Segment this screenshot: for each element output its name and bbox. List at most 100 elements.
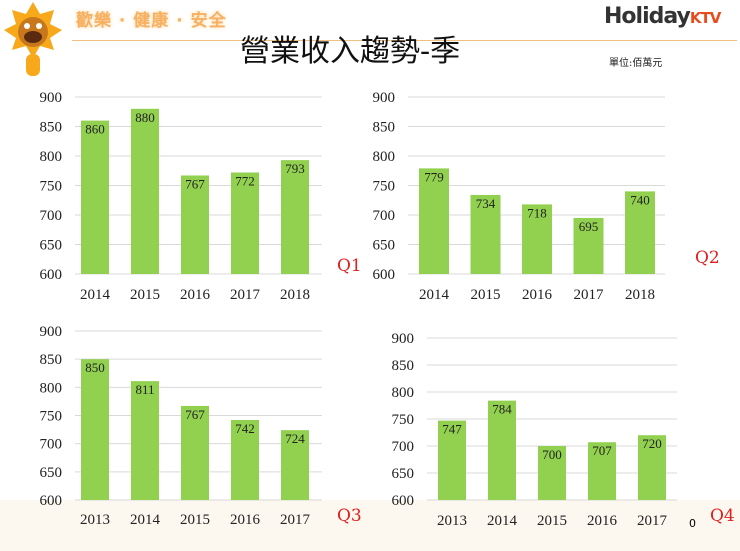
bar [522, 204, 552, 274]
y-tick-label: 600 [373, 267, 396, 283]
x-tick-label: 2018 [280, 287, 310, 303]
bar [281, 430, 309, 500]
y-tick-label: 650 [392, 466, 415, 482]
bar [625, 191, 655, 274]
x-tick-label: 2016 [180, 287, 211, 303]
y-tick-label: 800 [40, 380, 63, 396]
y-tick-label: 600 [40, 267, 63, 283]
bar [488, 400, 516, 500]
bar [131, 108, 159, 274]
bar [81, 359, 109, 500]
x-tick-label: 2016 [230, 512, 261, 528]
y-tick-label: 700 [40, 437, 63, 453]
quarter-label-q3: Q3 [337, 506, 362, 526]
x-tick-label: 2015 [180, 512, 210, 528]
quarter-label-q2: Q2 [695, 248, 720, 268]
data-label: 700 [542, 447, 562, 462]
bar [638, 435, 666, 500]
y-tick-label: 750 [40, 179, 63, 195]
y-tick-label: 750 [392, 412, 415, 428]
data-label: 742 [235, 421, 255, 436]
data-label: 880 [135, 110, 155, 125]
y-tick-label: 800 [392, 385, 415, 401]
data-label: 718 [527, 205, 547, 220]
y-tick-label: 650 [373, 238, 396, 254]
x-tick-label: 2014 [487, 513, 518, 529]
y-tick-label: 750 [373, 179, 396, 195]
x-tick-label: 2015 [130, 287, 160, 303]
x-tick-label: 2018 [625, 287, 655, 303]
bar [231, 420, 259, 500]
y-tick-label: 850 [373, 120, 396, 136]
x-tick-label: 2014 [80, 287, 111, 303]
bar [231, 172, 259, 274]
bar [419, 168, 449, 274]
data-label: 740 [630, 192, 650, 207]
y-tick-label: 750 [40, 409, 63, 425]
x-tick-label: 2015 [537, 513, 567, 529]
x-tick-label: 2014 [419, 287, 450, 303]
bar [181, 405, 209, 500]
x-tick-label: 2015 [471, 287, 501, 303]
data-label: 850 [85, 360, 105, 375]
data-label: 779 [424, 169, 444, 184]
y-tick-label: 900 [373, 90, 396, 106]
slogan: 歡樂 · 健康 · 安全 [76, 11, 227, 31]
data-label: 747 [442, 422, 462, 437]
bar [573, 217, 604, 274]
data-label: 767 [185, 176, 205, 191]
x-tick-label: 2014 [130, 512, 161, 528]
x-tick-label: 2013 [437, 513, 467, 529]
y-tick-label: 650 [40, 238, 63, 254]
data-label: 860 [85, 122, 105, 137]
bar [81, 120, 109, 274]
bar [470, 194, 501, 274]
y-tick-label: 700 [373, 208, 396, 224]
quarter-label-q4: Q4 [710, 506, 735, 526]
page-title: 營業收入趨勢-季 [240, 34, 461, 69]
header-divider [72, 40, 737, 41]
footer-band [0, 500, 740, 551]
x-tick-label: 2017 [230, 287, 261, 303]
x-tick-label: 2016 [587, 513, 618, 529]
data-label: 767 [185, 407, 205, 422]
unit-label: 單位:佰萬元 [609, 58, 663, 69]
y-tick-label: 700 [40, 208, 63, 224]
data-label: 784 [492, 402, 512, 417]
bar [131, 381, 159, 500]
bar [181, 175, 209, 274]
bar [438, 420, 466, 500]
mascot-logo [4, 2, 62, 76]
quarter-label-q1: Q1 [337, 256, 362, 276]
bar [538, 446, 566, 500]
y-tick-label: 850 [40, 120, 63, 136]
logo-sub: KTV [689, 9, 721, 27]
page-number: 0 [689, 517, 696, 530]
data-label: 695 [579, 219, 599, 234]
holiday-ktv-logo: HolidayKTV [604, 4, 721, 29]
y-tick-label: 650 [40, 465, 63, 481]
y-tick-label: 800 [40, 149, 63, 165]
y-tick-label: 900 [40, 324, 63, 340]
x-tick-label: 2016 [522, 287, 553, 303]
y-tick-label: 900 [40, 90, 63, 106]
y-tick-label: 800 [373, 149, 396, 165]
data-label: 734 [476, 196, 496, 211]
data-label: 811 [135, 382, 154, 397]
y-tick-label: 850 [40, 352, 63, 368]
data-label: 793 [285, 161, 305, 176]
data-label: 772 [235, 174, 255, 189]
logo-main: Holiday [604, 4, 691, 29]
data-label: 720 [642, 436, 662, 451]
bar [281, 160, 309, 274]
y-tick-label: 900 [392, 331, 415, 347]
x-tick-label: 2017 [637, 513, 668, 529]
y-tick-label: 600 [40, 493, 63, 509]
y-tick-label: 600 [392, 493, 415, 509]
x-tick-label: 2017 [574, 287, 605, 303]
data-label: 707 [592, 443, 612, 458]
bar [588, 442, 616, 500]
y-tick-label: 700 [392, 439, 415, 455]
